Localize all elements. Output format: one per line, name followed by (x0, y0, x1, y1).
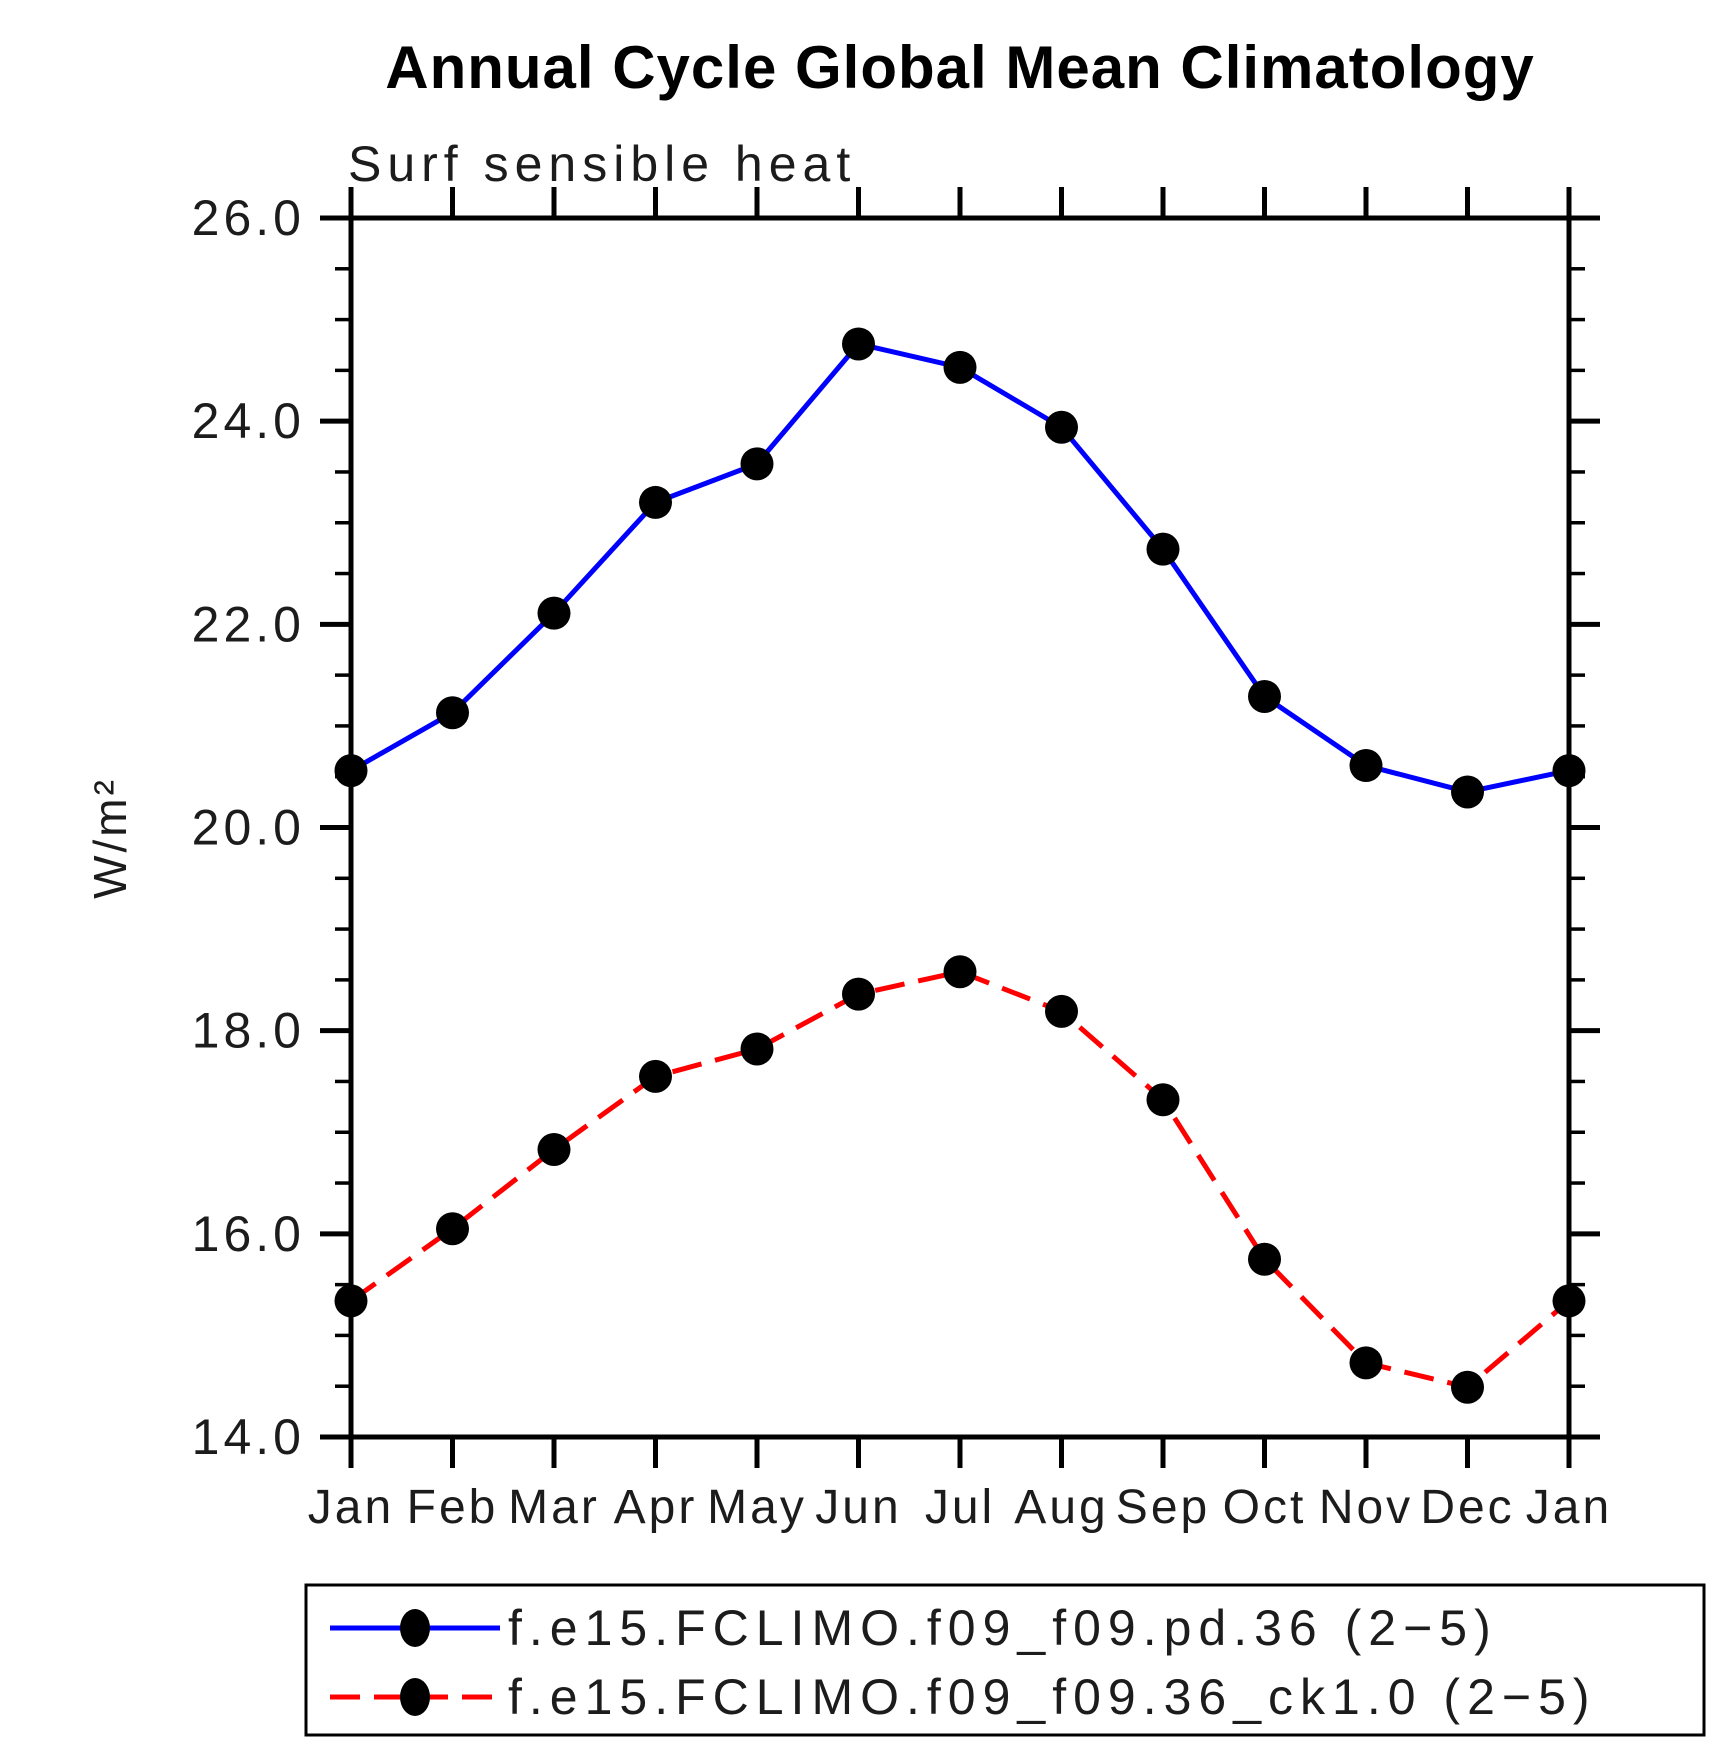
data-point-marker (1552, 1284, 1586, 1318)
legend-label-series-2: f.e15.FCLIMO.f09_f09.36_ck1.0 (2−5) (508, 1669, 1597, 1725)
data-point-marker (842, 327, 875, 361)
data-point-marker (1451, 775, 1484, 809)
data-point-marker (740, 447, 774, 481)
x-tick-label: Oct (1223, 1481, 1307, 1534)
data-point-marker (436, 696, 469, 730)
x-tick-label: Aug (1014, 1481, 1108, 1534)
legend-marker-dot (400, 1609, 430, 1647)
x-tick-label: May (707, 1481, 807, 1534)
data-point-marker (1146, 1083, 1180, 1117)
x-tick-label: Jul (925, 1481, 995, 1534)
data-point-marker (334, 754, 368, 788)
data-point-marker (1451, 1370, 1484, 1404)
data-point-marker (639, 485, 672, 519)
data-point-marker (740, 1032, 774, 1066)
y-tick-label: 26.0 (192, 190, 305, 246)
x-tick-label: Nov (1319, 1481, 1413, 1534)
data-point-marker (1349, 749, 1383, 783)
y-tick-label: 20.0 (192, 800, 305, 856)
data-point-marker (1349, 1346, 1383, 1380)
x-tick-label: Jan (1526, 1481, 1612, 1534)
data-point-marker (1146, 532, 1180, 566)
x-tick-label: Mar (508, 1481, 600, 1534)
legend-marker-dot (400, 1678, 430, 1716)
y-tick-label: 14.0 (192, 1409, 305, 1465)
data-series (334, 327, 1586, 1404)
chart-subtitle: Surf sensible heat (348, 136, 856, 192)
series-line-1 (349, 341, 1570, 795)
y-axis-label: W/m² (84, 777, 136, 899)
x-tick-label: Feb (407, 1481, 499, 1534)
data-point-marker (842, 977, 875, 1011)
data-point-marker (943, 350, 977, 384)
data-point-marker (1248, 679, 1281, 713)
y-tick-label: 18.0 (192, 1003, 305, 1059)
data-point-marker (1248, 1242, 1281, 1276)
chart-title: Annual Cycle Global Mean Climatology (385, 34, 1535, 101)
y-tick-label: 16.0 (192, 1206, 305, 1262)
data-point-marker (1045, 994, 1078, 1028)
data-point-marker (943, 955, 977, 989)
legend-label-series-1: f.e15.FCLIMO.f09_f09.pd.36 (2−5) (508, 1600, 1498, 1656)
y-tick-label: 22.0 (192, 596, 305, 652)
series-line-2 (349, 969, 1571, 1390)
data-point-marker (1045, 410, 1078, 444)
data-point-marker (1552, 754, 1586, 788)
x-tick-label: Jan (308, 1481, 394, 1534)
data-point-marker (436, 1212, 469, 1246)
data-point-marker (537, 1133, 571, 1167)
x-tick-label: Sep (1116, 1481, 1210, 1534)
plot-frame (348, 215, 1572, 1440)
x-tick-label: Jun (815, 1481, 901, 1534)
data-point-marker (639, 1059, 672, 1093)
x-tick-label: Dec (1420, 1481, 1514, 1534)
legend: f.e15.FCLIMO.f09_f09.pd.36 (2−5) f.e15.F… (304, 1583, 1706, 1737)
x-tick-label: Apr (614, 1481, 698, 1534)
data-point-marker (334, 1284, 368, 1318)
legend-box (304, 1583, 1706, 1737)
y-tick-label: 24.0 (192, 393, 305, 449)
data-point-marker (537, 596, 571, 630)
